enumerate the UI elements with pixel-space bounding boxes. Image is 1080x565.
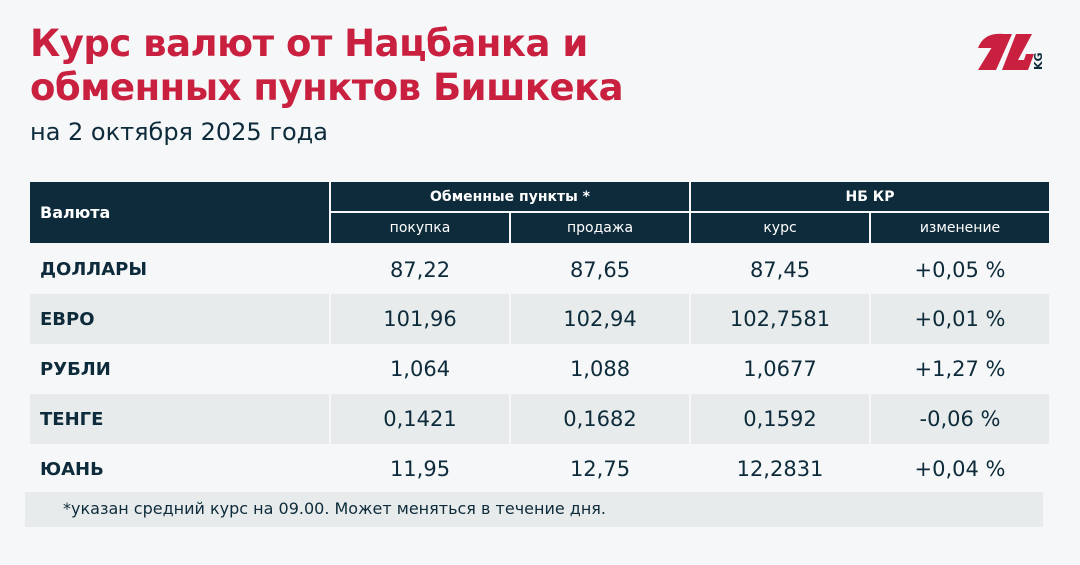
currency-name: ДОЛЛАРЫ bbox=[30, 244, 331, 294]
sell-value: 0,1682 bbox=[509, 394, 691, 444]
buy-value: 101,96 bbox=[329, 294, 511, 344]
nb-rate-value: 0,1592 bbox=[689, 394, 871, 444]
nb-rate-value: 102,7581 bbox=[689, 294, 871, 344]
table-row: РУБЛИ 1,064 1,088 1,0677 +1,27 % bbox=[30, 344, 1051, 394]
logo-24kg-icon: KG bbox=[978, 33, 1045, 70]
footnote: *указан средний курс на 09.00. Может мен… bbox=[25, 492, 1043, 527]
change-value: -0,06 % bbox=[869, 394, 1051, 444]
change-value: +0,01 % bbox=[869, 294, 1051, 344]
table-row: ЮАНЬ 11,95 12,75 12,2831 +0,04 % bbox=[30, 444, 1051, 494]
header-change: изменение bbox=[869, 211, 1051, 245]
buy-value: 0,1421 bbox=[329, 394, 511, 444]
table-row: ТЕНГЕ 0,1421 0,1682 0,1592 -0,06 % bbox=[30, 394, 1051, 444]
page-subtitle: на 2 октября 2025 года bbox=[30, 118, 328, 146]
nb-rate-value: 87,45 bbox=[689, 244, 871, 294]
buy-value: 87,22 bbox=[329, 244, 511, 294]
table-row: ЕВРО 101,96 102,94 102,7581 +0,01 % bbox=[30, 294, 1051, 344]
currency-name: РУБЛИ bbox=[30, 344, 331, 394]
header-nbkr: НБ КР bbox=[689, 180, 1051, 213]
title-line-2: обменных пунктов Бишкека bbox=[30, 66, 624, 109]
sell-value: 87,65 bbox=[509, 244, 691, 294]
nb-rate-value: 12,2831 bbox=[689, 444, 871, 494]
sell-value: 12,75 bbox=[509, 444, 691, 494]
change-value: +0,04 % bbox=[869, 444, 1051, 494]
svg-text:KG: KG bbox=[1032, 52, 1045, 70]
header-rate: курс bbox=[689, 211, 871, 245]
nb-rate-value: 1,0677 bbox=[689, 344, 871, 394]
page-title: Курс валют от Нацбанка и обменных пунктов… bbox=[30, 22, 624, 110]
buy-value: 11,95 bbox=[329, 444, 511, 494]
change-value: +1,27 % bbox=[869, 344, 1051, 394]
buy-value: 1,064 bbox=[329, 344, 511, 394]
sell-value: 1,088 bbox=[509, 344, 691, 394]
table-row: ДОЛЛАРЫ 87,22 87,65 87,45 +0,05 % bbox=[30, 244, 1051, 294]
title-line-1: Курс валют от Нацбанка и bbox=[30, 22, 588, 65]
header-exchange-points: Обменные пункты * bbox=[329, 180, 691, 213]
header-buy: покупка bbox=[329, 211, 511, 245]
change-value: +0,05 % bbox=[869, 244, 1051, 294]
header-sell: продажа bbox=[509, 211, 691, 245]
currency-name: ЮАНЬ bbox=[30, 444, 331, 494]
currency-name: ЕВРО bbox=[30, 294, 331, 344]
sell-value: 102,94 bbox=[509, 294, 691, 344]
currency-name: ТЕНГЕ bbox=[30, 394, 331, 444]
header-currency: Валюта bbox=[30, 180, 331, 245]
exchange-rate-table: Валюта Обменные пункты * НБ КР покупка п… bbox=[30, 180, 1051, 494]
